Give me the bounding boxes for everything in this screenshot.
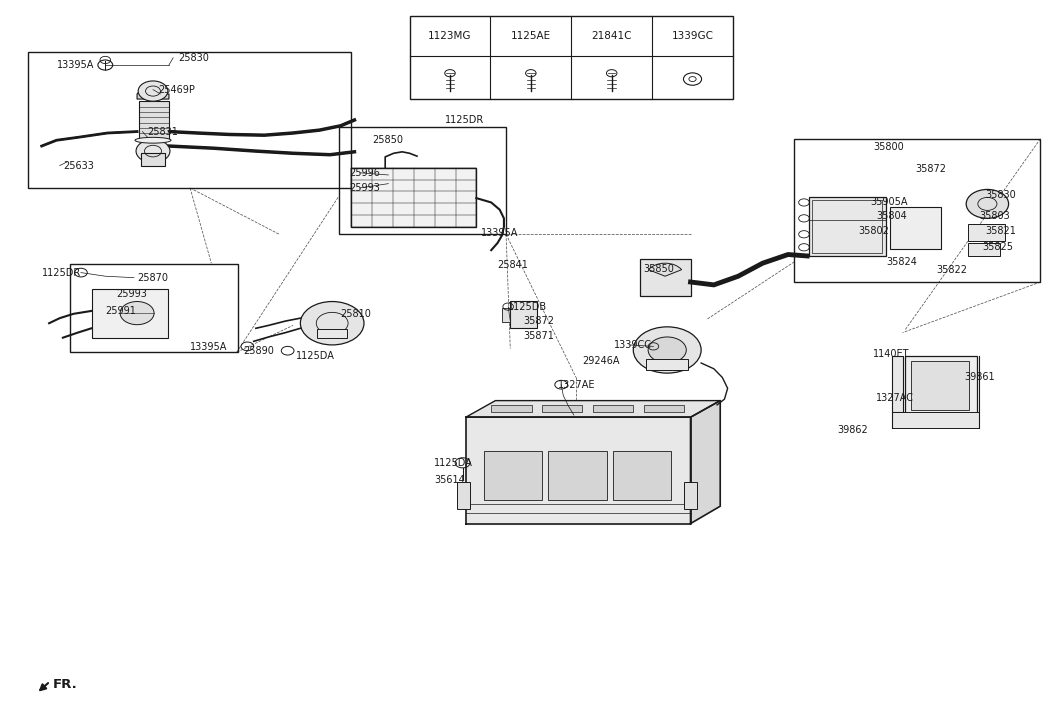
- Text: 1140ET: 1140ET: [873, 349, 909, 359]
- Text: 35850: 35850: [643, 264, 674, 274]
- Text: 25841: 25841: [497, 261, 528, 270]
- Bar: [593, 405, 634, 412]
- Text: 25831: 25831: [148, 126, 179, 136]
- Bar: [812, 200, 882, 253]
- Text: 25830: 25830: [179, 53, 209, 63]
- Bar: [318, 329, 347, 338]
- Text: 35905A: 35905A: [871, 197, 908, 208]
- Text: 25890: 25890: [243, 346, 274, 356]
- Text: 1123MG: 1123MG: [428, 30, 472, 41]
- Text: 21841C: 21841C: [591, 30, 631, 41]
- Bar: [139, 101, 169, 139]
- Text: 13395A: 13395A: [190, 342, 227, 352]
- Bar: [484, 452, 542, 500]
- Bar: [646, 359, 689, 370]
- Ellipse shape: [135, 137, 171, 143]
- Text: 35872: 35872: [915, 164, 946, 174]
- Bar: [457, 481, 470, 509]
- Bar: [890, 207, 941, 249]
- Bar: [491, 405, 532, 412]
- Text: 35803: 35803: [979, 211, 1010, 221]
- Text: 1125DA: 1125DA: [297, 351, 335, 361]
- Text: 25993: 25993: [349, 183, 379, 193]
- Bar: [968, 224, 1006, 242]
- Text: 29246A: 29246A: [583, 356, 620, 366]
- Bar: [542, 405, 583, 412]
- Text: 35804: 35804: [876, 211, 907, 221]
- Text: 35800: 35800: [873, 142, 904, 152]
- Bar: [91, 288, 168, 338]
- Text: 25850: 25850: [372, 135, 404, 145]
- Circle shape: [138, 81, 168, 101]
- Text: 1339CC: 1339CC: [614, 340, 653, 350]
- Text: 35872: 35872: [523, 316, 554, 326]
- Text: FR.: FR.: [52, 678, 77, 691]
- Bar: [28, 52, 351, 188]
- Circle shape: [120, 301, 154, 325]
- Text: 35802: 35802: [858, 227, 889, 237]
- Circle shape: [634, 327, 702, 373]
- Bar: [510, 301, 537, 328]
- Bar: [351, 168, 476, 227]
- Bar: [892, 356, 902, 412]
- Circle shape: [966, 189, 1009, 219]
- Text: 1125DR: 1125DR: [41, 268, 81, 277]
- Bar: [968, 243, 1000, 256]
- Polygon shape: [466, 417, 691, 523]
- Polygon shape: [691, 401, 721, 523]
- Text: 25810: 25810: [340, 309, 372, 319]
- Bar: [502, 308, 510, 322]
- Bar: [794, 139, 1041, 282]
- Text: 35871: 35871: [523, 331, 554, 341]
- Bar: [905, 356, 977, 415]
- Text: 1327AC: 1327AC: [876, 393, 914, 403]
- Bar: [640, 259, 691, 296]
- Text: 13395A: 13395A: [56, 60, 94, 70]
- Text: 35822: 35822: [937, 266, 967, 275]
- Text: 1125DB: 1125DB: [508, 301, 547, 311]
- Text: 35824: 35824: [887, 257, 917, 266]
- Text: 1125AE: 1125AE: [511, 30, 551, 41]
- Text: 13395A: 13395A: [480, 228, 518, 238]
- Text: 35825: 35825: [982, 242, 1013, 252]
- Text: 25996: 25996: [349, 168, 379, 178]
- Bar: [549, 452, 607, 500]
- Polygon shape: [466, 401, 721, 417]
- Circle shape: [648, 337, 687, 363]
- Circle shape: [301, 301, 364, 345]
- Text: 35821: 35821: [985, 227, 1016, 237]
- Text: 25993: 25993: [116, 288, 147, 298]
- Text: 35830: 35830: [985, 190, 1016, 200]
- Text: 25870: 25870: [137, 273, 168, 282]
- Bar: [911, 361, 969, 410]
- Text: 1327AE: 1327AE: [558, 380, 595, 390]
- Bar: [685, 481, 697, 509]
- Bar: [892, 412, 979, 428]
- Bar: [809, 197, 885, 256]
- Bar: [141, 153, 165, 166]
- Bar: [70, 264, 238, 352]
- Bar: [644, 405, 685, 412]
- Bar: [613, 452, 672, 500]
- Text: 25469P: 25469P: [158, 85, 196, 94]
- Text: 25991: 25991: [105, 306, 136, 316]
- Bar: [338, 127, 506, 234]
- Text: 25633: 25633: [63, 160, 94, 171]
- Bar: [409, 16, 733, 99]
- Text: 35614: 35614: [434, 475, 465, 485]
- Wedge shape: [648, 264, 681, 276]
- Polygon shape: [137, 91, 169, 99]
- Text: 1339GC: 1339GC: [672, 30, 713, 41]
- Text: 1125DA: 1125DA: [434, 458, 473, 468]
- Text: 1125DR: 1125DR: [444, 115, 484, 125]
- Circle shape: [136, 139, 170, 163]
- Text: 39862: 39862: [837, 425, 867, 435]
- Text: 39861: 39861: [964, 372, 995, 383]
